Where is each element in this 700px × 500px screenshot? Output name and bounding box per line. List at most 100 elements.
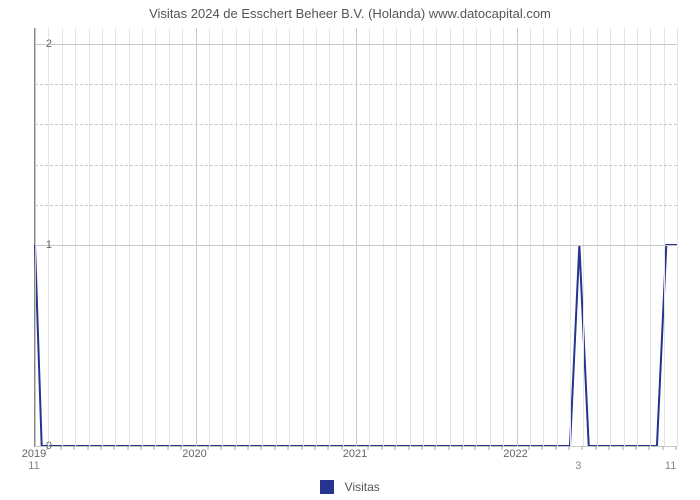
gridline-v xyxy=(102,28,103,446)
x-minor-tick xyxy=(381,446,382,450)
x-minor-tick xyxy=(167,446,168,450)
x-minor-tick xyxy=(448,446,449,450)
gridline-h xyxy=(35,446,677,447)
gridline-v xyxy=(196,28,197,446)
gridline-v xyxy=(48,28,49,446)
x-minor-tick xyxy=(435,446,436,450)
x-minor-tick xyxy=(488,446,489,450)
x-minor-tick xyxy=(114,446,115,450)
legend-swatch xyxy=(320,480,334,494)
gridline-v xyxy=(517,28,518,446)
x-minor-tick xyxy=(221,446,222,450)
y-tick-label: 1 xyxy=(24,239,52,251)
gridline-v xyxy=(610,28,611,446)
x-tick-label: 2020 xyxy=(182,448,206,460)
gridline-v xyxy=(155,28,156,446)
x-minor-tick xyxy=(261,446,262,450)
x-minor-tick xyxy=(555,446,556,450)
gridline-v xyxy=(650,28,651,446)
gridline-v xyxy=(35,28,36,446)
x-minor-tick xyxy=(100,446,101,450)
gridline-v xyxy=(222,28,223,446)
gridline-v xyxy=(369,28,370,446)
gridline-v xyxy=(356,28,357,446)
x-minor-tick xyxy=(595,446,596,450)
x-minor-tick xyxy=(87,446,88,450)
gridline-v xyxy=(410,28,411,446)
gridline-v xyxy=(490,28,491,446)
gridline-v xyxy=(624,28,625,446)
gridline-h-dashed xyxy=(35,165,677,166)
x-minor-tick xyxy=(314,446,315,450)
x-minor-tick xyxy=(274,446,275,450)
gridline-v xyxy=(62,28,63,446)
gridline-v xyxy=(570,28,571,446)
gridline-v xyxy=(436,28,437,446)
x-tick-label: 2019 xyxy=(22,448,46,460)
x-minor-tick xyxy=(408,446,409,450)
x-minor-tick xyxy=(609,446,610,450)
gridline-v xyxy=(249,28,250,446)
gridline-v xyxy=(383,28,384,446)
x-minor-tick xyxy=(248,446,249,450)
gridline-v xyxy=(289,28,290,446)
x-minor-tick xyxy=(676,446,677,450)
x-minor-tick xyxy=(301,446,302,450)
gridline-v xyxy=(557,28,558,446)
gridline-v xyxy=(463,28,464,446)
gridline-v xyxy=(423,28,424,446)
x-minor-tick xyxy=(462,446,463,450)
gridline-v xyxy=(115,28,116,446)
x-minor-tick xyxy=(234,446,235,450)
x-minor-tick xyxy=(328,446,329,450)
gridline-v xyxy=(303,28,304,446)
y-tick-label: 2 xyxy=(24,38,52,50)
gridline-v xyxy=(209,28,210,446)
gridline-h-dashed xyxy=(35,205,677,206)
x-minor-tick xyxy=(475,446,476,450)
gridline-v xyxy=(543,28,544,446)
gridline-v xyxy=(129,28,130,446)
plot-area xyxy=(34,28,677,447)
data-point-label: 11 xyxy=(665,460,676,472)
gridline-v xyxy=(450,28,451,446)
gridline-v xyxy=(276,28,277,446)
gridline-v xyxy=(476,28,477,446)
gridline-v xyxy=(677,28,678,446)
gridline-v xyxy=(329,28,330,446)
x-minor-tick xyxy=(528,446,529,450)
x-minor-tick xyxy=(569,446,570,450)
x-minor-tick xyxy=(154,446,155,450)
gridline-v xyxy=(316,28,317,446)
x-minor-tick xyxy=(141,446,142,450)
data-point-label: 3 xyxy=(575,460,581,472)
gridline-v xyxy=(75,28,76,446)
gridline-v xyxy=(597,28,598,446)
x-minor-tick xyxy=(207,446,208,450)
x-minor-tick xyxy=(622,446,623,450)
gridline-v xyxy=(637,28,638,446)
gridline-h-dashed xyxy=(35,84,677,85)
x-tick-label: 2021 xyxy=(343,448,367,460)
gridline-v xyxy=(583,28,584,446)
gridline-v xyxy=(503,28,504,446)
gridline-h xyxy=(35,245,677,246)
gridline-v xyxy=(343,28,344,446)
x-tick-label: 2022 xyxy=(503,448,527,460)
data-point-label: 11 xyxy=(28,460,39,472)
x-minor-tick xyxy=(368,446,369,450)
gridline-v xyxy=(142,28,143,446)
chart-title: Visitas 2024 de Esschert Beheer B.V. (Ho… xyxy=(0,6,700,21)
x-minor-tick xyxy=(60,446,61,450)
x-minor-tick xyxy=(127,446,128,450)
x-minor-tick xyxy=(662,446,663,450)
legend: Visitas xyxy=(0,478,700,496)
x-minor-tick xyxy=(395,446,396,450)
x-minor-tick xyxy=(288,446,289,450)
gridline-v xyxy=(89,28,90,446)
gridline-v xyxy=(169,28,170,446)
gridline-v xyxy=(664,28,665,446)
legend-label: Visitas xyxy=(345,480,380,494)
x-minor-tick xyxy=(74,446,75,450)
x-minor-tick xyxy=(542,446,543,450)
